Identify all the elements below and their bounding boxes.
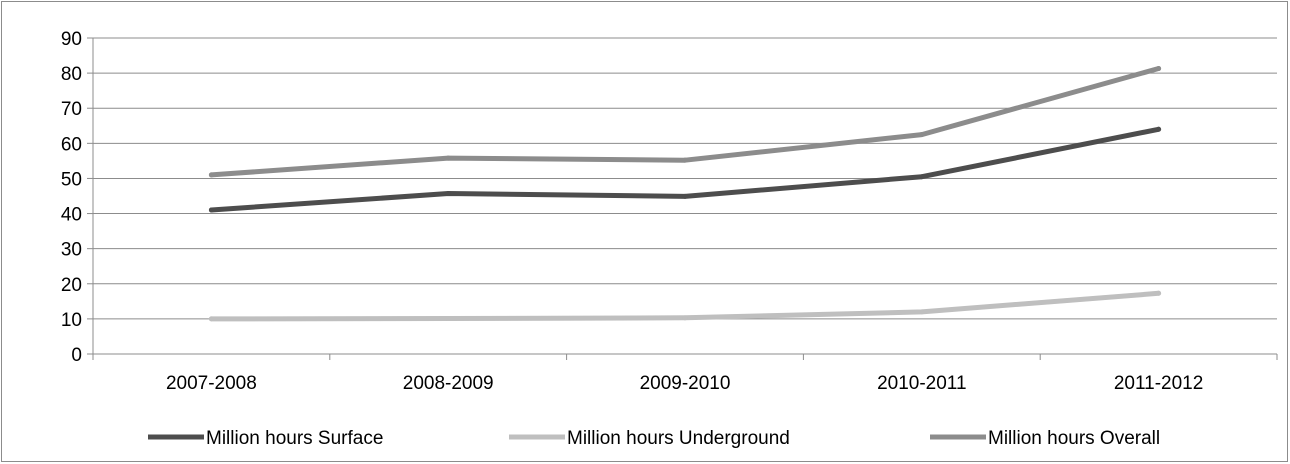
y-tick-label: 10 (61, 310, 82, 331)
data-point (445, 191, 451, 197)
y-tick-label: 30 (61, 240, 82, 261)
x-tick-label: 2011-2012 (1114, 373, 1203, 394)
data-point (682, 315, 688, 321)
legend-label: Million hours Overall (988, 428, 1160, 449)
y-tick-label: 70 (61, 99, 82, 120)
y-tick-label: 40 (61, 205, 82, 226)
legend-label: Million hours Surface (206, 428, 383, 449)
y-axis-tick-labels: 0 10 20 30 40 50 60 70 80 90 (61, 29, 82, 366)
data-point (445, 155, 451, 161)
data-point (1156, 126, 1162, 132)
data-point (919, 309, 925, 315)
series-line-1 (208, 290, 1162, 322)
x-tick-label: 2009-2010 (640, 373, 731, 394)
y-tick-label: 60 (61, 134, 82, 155)
y-tick-label: 80 (61, 64, 82, 85)
x-axis-tick-labels: 2007-2008 2008-2009 2009-2010 2010-2011 2011… (166, 373, 1203, 394)
data-point (919, 132, 925, 138)
legend-label: Million hours Underground (567, 428, 790, 449)
x-tick-label: 2007-2008 (166, 373, 257, 394)
data-point (445, 316, 451, 322)
y-tick-label: 20 (61, 275, 82, 296)
axes (87, 37, 1278, 360)
y-tick-label: 50 (61, 169, 82, 190)
data-point (682, 157, 688, 163)
data-point (1156, 290, 1162, 296)
y-tick-label: 90 (61, 29, 82, 50)
data-point (208, 316, 214, 322)
data-point (208, 172, 214, 178)
data-point (208, 207, 214, 213)
y-tick-label: 0 (71, 345, 82, 366)
data-point (682, 193, 688, 199)
gridlines (93, 37, 1277, 320)
x-tick-label: 2010-2011 (877, 373, 966, 394)
series-lines (208, 66, 1162, 322)
x-tick-label: 2008-2009 (403, 373, 494, 394)
data-point (919, 174, 925, 180)
legend: Million hours Surface Million hours Under… (148, 428, 1160, 449)
data-point (1156, 66, 1162, 72)
